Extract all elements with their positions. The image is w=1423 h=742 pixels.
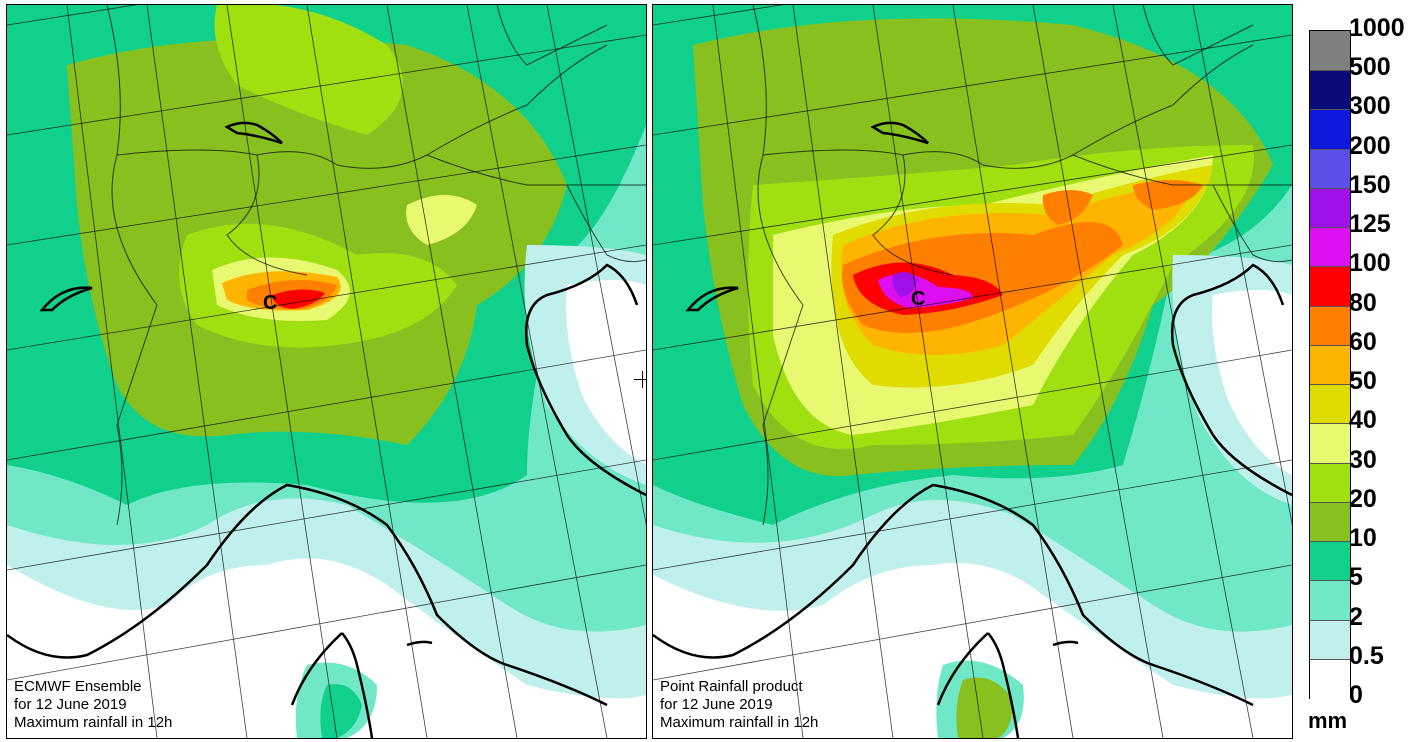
legend-swatch xyxy=(1310,31,1350,71)
legend-unit: mm xyxy=(1308,708,1348,733)
map-panel-ecmwf[interactable]: C ECMWF Ensemble for 12 June 2019 Maximu… xyxy=(6,4,647,739)
legend-tick-label: 500 xyxy=(1349,53,1391,82)
legend-swatch xyxy=(1310,384,1350,426)
legend-tick-label: 60 xyxy=(1349,327,1377,356)
legend-swatch xyxy=(1310,658,1350,700)
legend-tick-label: 200 xyxy=(1349,131,1391,160)
map-panel-point-rainfall[interactable]: C Point Rainfall product for 12 June 201… xyxy=(652,4,1293,739)
legend-swatch xyxy=(1310,344,1350,386)
caption-line-2: for 12 June 2019 xyxy=(660,696,773,713)
caption-line-1: ECMWF Ensemble xyxy=(14,678,142,695)
legend-tick-label: 1000 xyxy=(1349,14,1405,42)
legend-swatch xyxy=(1310,501,1350,543)
marker-c: C xyxy=(911,288,925,310)
legend-tick-label: 100 xyxy=(1349,249,1391,278)
caption-ecmwf: ECMWF Ensemble for 12 June 2019 Maximum … xyxy=(14,678,172,732)
legend-swatch xyxy=(1310,619,1350,661)
legend-tick-label: 20 xyxy=(1349,484,1377,513)
crosshair-icon xyxy=(634,371,646,388)
legend-swatch xyxy=(1310,541,1350,583)
legend-swatch xyxy=(1310,580,1350,622)
caption-line-1: Point Rainfall product xyxy=(660,678,803,695)
legend-tick-label: 5 xyxy=(1349,563,1363,592)
legend-tick-label: 80 xyxy=(1349,288,1377,317)
legend-swatch xyxy=(1310,148,1350,190)
legend-swatch xyxy=(1310,70,1350,112)
legend-swatch xyxy=(1310,187,1350,229)
legend-tick-label: 125 xyxy=(1349,210,1391,239)
legend-tick-label: 0.5 xyxy=(1349,641,1384,670)
legend-swatch xyxy=(1310,109,1350,151)
caption-point-rainfall: Point Rainfall product for 12 June 2019 … xyxy=(660,678,818,732)
caption-line-2: for 12 June 2019 xyxy=(14,696,127,713)
legend-swatch xyxy=(1310,227,1350,269)
legend-tick-label: 2 xyxy=(1349,602,1363,631)
legend-swatch xyxy=(1310,266,1350,308)
marker-c: C xyxy=(263,292,277,314)
rainfall-map-point-rainfall: C xyxy=(653,5,1292,738)
legend-tick-label: 40 xyxy=(1349,406,1377,435)
legend-tick-label: 150 xyxy=(1349,170,1391,199)
rainfall-map-ecmwf: C xyxy=(7,5,646,738)
legend-swatch xyxy=(1310,462,1350,504)
color-legend xyxy=(1309,30,1351,700)
legend-swatch xyxy=(1310,305,1350,347)
legend-swatch xyxy=(1310,423,1350,465)
legend-tick-label: 0 xyxy=(1349,681,1363,709)
legend-tick-label: 50 xyxy=(1349,367,1377,396)
caption-line-3: Maximum rainfall in 12h xyxy=(14,714,173,731)
legend-tick-label: 30 xyxy=(1349,445,1377,474)
legend-tick-label: 10 xyxy=(1349,524,1377,553)
caption-line-3: Maximum rainfall in 12h xyxy=(660,714,819,731)
legend-tick-label: 300 xyxy=(1349,92,1391,121)
